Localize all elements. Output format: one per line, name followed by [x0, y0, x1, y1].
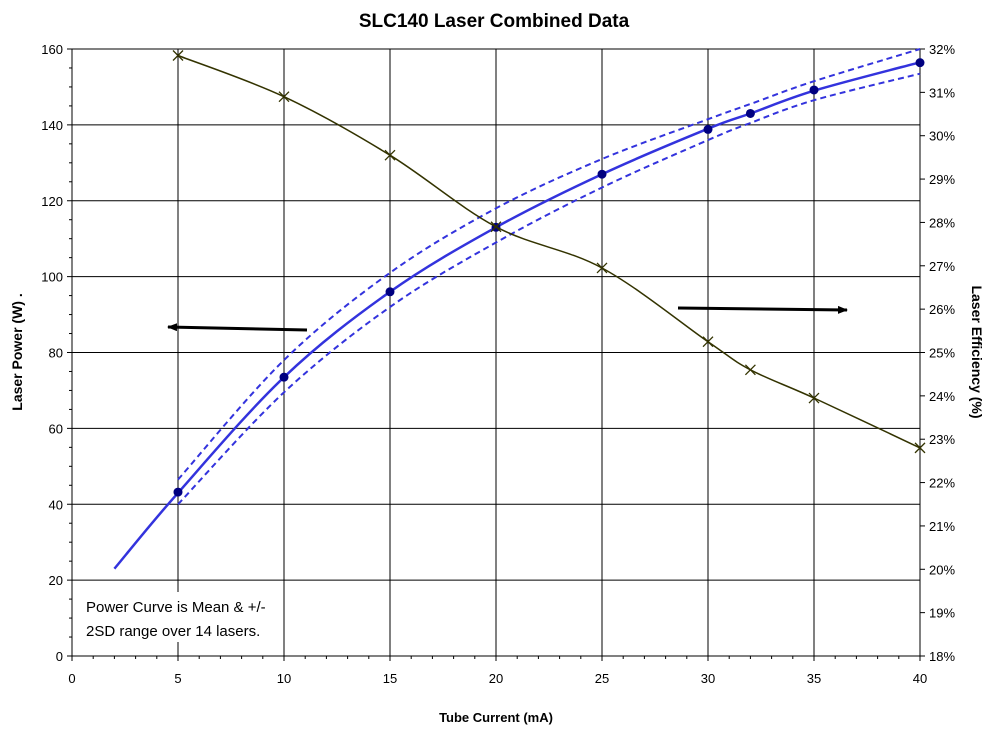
annotation-box [80, 592, 280, 642]
power-data-point [745, 108, 755, 118]
y-tick-label: 60 [49, 421, 63, 436]
y2-tick-label: 18% [929, 649, 955, 664]
y-tick-label: 100 [41, 270, 63, 285]
y-tick-label: 20 [49, 573, 63, 588]
efficiency-curve [177, 54, 921, 449]
y2-tick-label: 21% [929, 519, 955, 534]
y2-tick-label: 27% [929, 259, 955, 274]
efficiency-data-point [278, 91, 290, 103]
y2-tick-label: 30% [929, 129, 955, 144]
y-tick-label: 120 [41, 194, 63, 209]
y2-tick-label: 23% [929, 432, 955, 447]
y-tick-label: 40 [49, 497, 63, 512]
series-layer [113, 48, 926, 570]
efficiency-data-point [490, 221, 502, 233]
grid [72, 49, 920, 656]
power-mean-curve [113, 61, 921, 570]
x-tick-label: 25 [595, 671, 609, 686]
y2-tick-label: 26% [929, 302, 955, 317]
efficiency-data-point [172, 50, 184, 61]
efficiency-data-point [808, 392, 820, 404]
left-axis-arrow [167, 323, 308, 332]
right-axis-arrow [677, 305, 848, 314]
power-data-point [915, 58, 925, 68]
x-axis-ticks: 0 5 10 15 20 25 30 35 40 [68, 656, 927, 686]
x-tick-label: 10 [277, 671, 291, 686]
y-tick-label: 0 [56, 649, 63, 664]
efficiency-data-point [384, 149, 396, 161]
efficiency-data-point [702, 336, 714, 348]
chart-title: SLC140 Laser Combined Data [359, 11, 630, 32]
power-data-point [279, 372, 289, 382]
x-tick-label: 30 [701, 671, 715, 686]
y2-tick-label: 25% [929, 346, 955, 361]
efficiency-data-point [914, 442, 926, 454]
y2-tick-label: 32% [929, 42, 955, 57]
power-data-point [597, 169, 607, 179]
power-data-point [385, 287, 395, 297]
y2-axis-ticks: 18% 19% 20% 21% 22% 23% 24% 25% 26% 27% 28% 29% 30% 3… [920, 42, 955, 664]
y2-tick-label: 24% [929, 389, 955, 404]
y-tick-label: 140 [41, 118, 63, 133]
power-data-point [703, 124, 713, 134]
x-axis-title: Tube Current (mA) [439, 710, 553, 725]
y-tick-label: 160 [41, 42, 63, 57]
y2-axis-title: Laser Efficiency (%) [969, 285, 985, 418]
y2-tick-label: 28% [929, 215, 955, 230]
x-tick-label: 20 [489, 671, 503, 686]
x-tick-label: 35 [807, 671, 821, 686]
power-lower-2sd-curve [177, 72, 921, 505]
y-tick-label: 80 [49, 346, 63, 361]
annotation-line-1: Power Curve is Mean & +/- [86, 599, 266, 616]
x-tick-label: 5 [174, 671, 181, 686]
annotation-line-2: 2SD range over 14 lasers. [86, 623, 260, 640]
power-upper-2sd-curve [177, 48, 921, 481]
efficiency-data-point [744, 364, 756, 376]
y2-tick-label: 20% [929, 562, 955, 577]
x-tick-label: 15 [383, 671, 397, 686]
y-axis-ticks: 0 20 40 60 80 100 120 140 160 [41, 42, 72, 664]
y2-tick-label: 19% [929, 606, 955, 621]
y2-tick-label: 29% [929, 172, 955, 187]
x-tick-label: 40 [913, 671, 927, 686]
efficiency-data-point [596, 262, 608, 274]
power-data-point [173, 487, 183, 497]
y2-tick-label: 31% [929, 85, 955, 100]
y-axis-title: Laser Power (W) . [9, 293, 25, 410]
y2-tick-label: 22% [929, 476, 955, 491]
x-tick-label: 0 [68, 671, 75, 686]
power-data-point [809, 85, 819, 95]
